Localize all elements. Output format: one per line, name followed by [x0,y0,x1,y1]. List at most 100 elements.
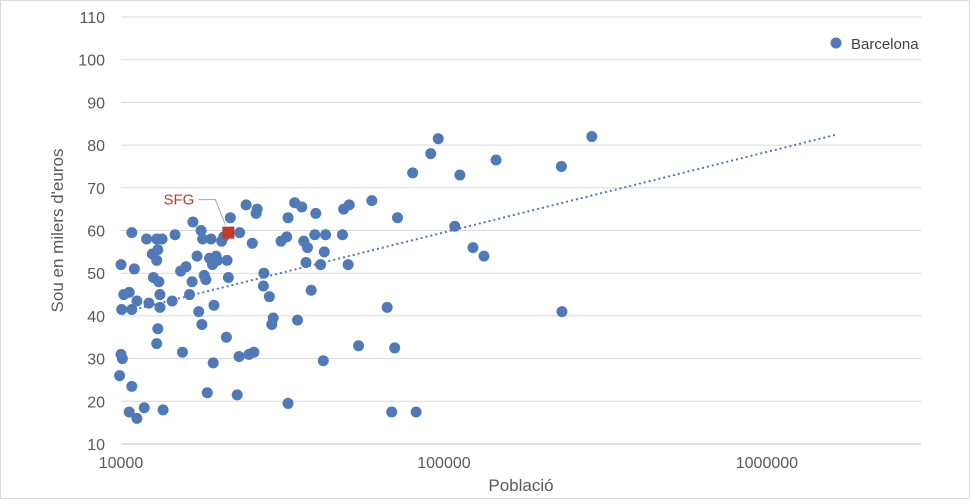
data-point [407,167,419,179]
data-point [180,261,192,273]
legend-label: Barcelona [851,36,919,53]
data-point [169,229,181,241]
data-point [305,284,317,296]
data-point [258,267,270,279]
data-point [138,402,150,414]
data-point [263,291,275,303]
data-point [176,346,188,358]
data-point [317,355,329,367]
y-tick-label: 80 [87,138,105,155]
data-point [425,148,437,160]
data-point [381,301,393,313]
data-point [131,295,143,307]
highlight-label: SFG [164,192,195,209]
data-point [586,131,598,143]
data-point [315,259,327,271]
data-point [366,195,378,207]
data-point [320,229,332,241]
data-point [336,229,348,241]
data-point [166,295,178,307]
data-point [212,254,224,266]
data-point [389,342,401,354]
data-point [233,350,245,362]
data-point [208,299,220,311]
data-point [490,154,502,166]
data-point [157,404,169,416]
y-tick-label: 30 [87,352,105,369]
legend: Barcelona [830,36,919,53]
data-point [126,380,138,392]
data-point [196,318,208,330]
y-tick-label: 50 [87,266,105,283]
data-point [353,340,365,352]
annotation-layer: SFG [164,192,235,239]
data-point [152,244,164,256]
data-point [197,233,209,245]
data-point [128,263,140,275]
data-point [123,286,135,298]
data-point [186,276,198,288]
data-point [410,406,422,418]
data-point [221,254,233,266]
data-point [467,242,479,254]
data-point [248,346,260,358]
data-point [282,397,294,409]
y-tick-label: 100 [78,53,105,70]
data-point [222,271,234,283]
data-point [224,212,236,224]
y-axis-ticks: 10 20 30 40 50 60 70 80 90 100 110 [78,10,105,454]
y-tick-label: 70 [87,181,105,198]
data-point [281,231,293,243]
data-point [143,297,155,309]
data-point [310,207,322,219]
data-point [432,133,444,145]
data-point [449,220,461,232]
legend-marker [830,37,842,49]
data-point [154,289,166,301]
data-point [154,301,166,313]
data-point [123,406,135,418]
data-point [114,370,126,382]
data-point [156,233,168,245]
data-points [114,131,598,424]
data-point [153,276,165,288]
data-point [126,303,138,315]
data-point [342,259,354,271]
data-point [126,227,138,239]
data-point [193,306,205,318]
data-point [131,412,143,424]
data-point [292,314,304,326]
data-point [200,274,212,286]
y-axis-title: Sou en milers d'euros [48,149,67,313]
data-point [116,353,128,365]
data-point [391,212,403,224]
data-point [267,312,279,324]
trendline-layer [134,133,838,311]
x-tick-label: 10000 [99,455,144,472]
data-point [195,225,207,236]
gridlines [121,16,921,402]
data-point [205,233,217,245]
highlight-marker [222,226,235,239]
data-point [234,227,246,239]
data-point [556,306,568,318]
y-tick-label: 60 [87,224,105,241]
data-point [282,212,294,224]
data-point [184,289,196,301]
data-point [318,246,330,258]
y-tick-label: 20 [87,394,105,411]
data-point [207,357,219,369]
data-point [116,303,128,315]
data-point [296,201,308,213]
data-point [251,203,263,215]
data-point [309,229,321,241]
data-point [201,387,213,399]
data-point [141,233,153,245]
data-point [478,250,490,262]
data-point [240,199,252,211]
data-point [220,331,232,343]
data-point [191,250,203,262]
y-tick-label: 40 [87,309,105,326]
